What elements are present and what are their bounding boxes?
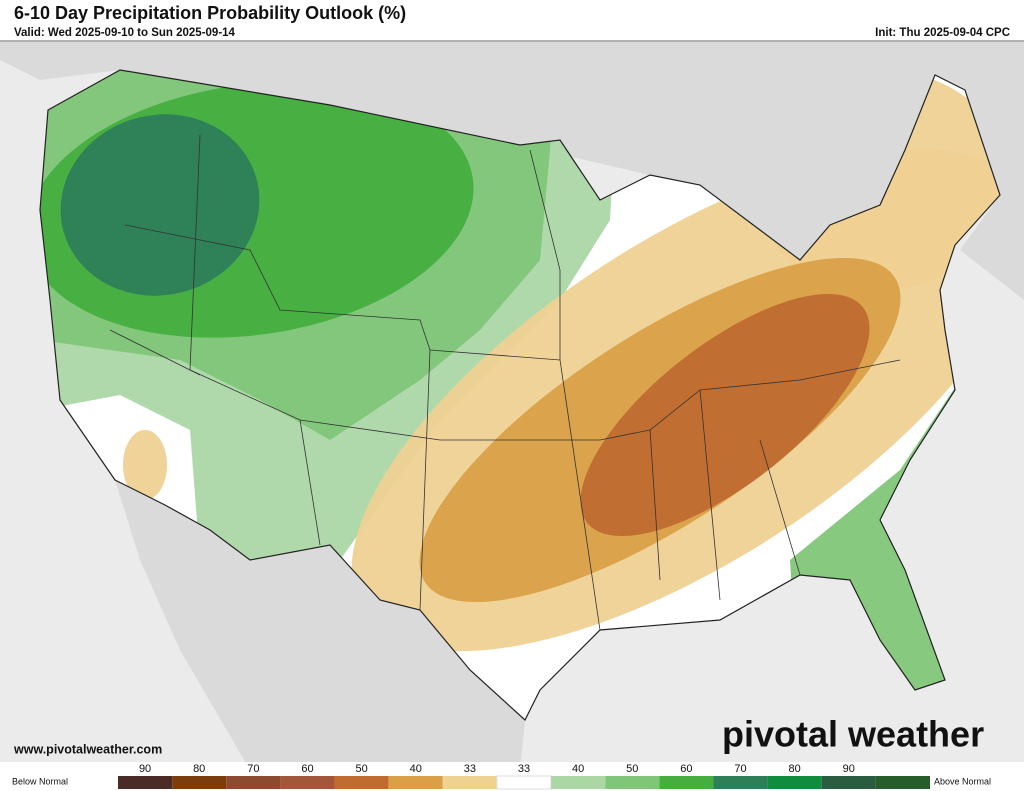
legend-tick: 70 bbox=[247, 763, 259, 775]
legend-tick: 70 bbox=[734, 763, 746, 775]
init: Init: Thu 2025-09-04 CPC bbox=[875, 27, 1010, 39]
legend-swatch bbox=[605, 776, 660, 789]
valid: Valid: Wed 2025-09-10 to Sun 2025-09-14 bbox=[14, 27, 236, 39]
header-bg bbox=[0, 0, 1024, 41]
legend-tick: 33 bbox=[464, 763, 476, 775]
title: 6-10 Day Precipitation Probability Outlo… bbox=[14, 3, 406, 23]
legend-tick: 90 bbox=[139, 763, 151, 775]
legend-swatch bbox=[496, 775, 552, 790]
legend-swatch bbox=[280, 776, 335, 789]
above-label: Above Normal bbox=[934, 776, 991, 786]
zone bbox=[60, 114, 260, 296]
mexico bbox=[115, 480, 525, 770]
logo: pivotal weather bbox=[722, 714, 984, 755]
legend-swatch bbox=[442, 776, 497, 789]
legend-swatch bbox=[659, 776, 714, 789]
legend-swatch bbox=[334, 776, 389, 789]
outlook bbox=[40, 70, 1000, 720]
legend-tick: 40 bbox=[410, 763, 422, 775]
legend-swatch bbox=[388, 776, 443, 789]
below-label: Below Normal bbox=[12, 776, 68, 786]
legend-swatch bbox=[551, 776, 606, 789]
legend-tick: 50 bbox=[626, 763, 638, 775]
legend-tick: 60 bbox=[680, 763, 692, 775]
legend-tick: 80 bbox=[193, 763, 205, 775]
state-lines bbox=[109, 134, 901, 631]
legend-swatch bbox=[118, 776, 173, 789]
legend-swatch bbox=[172, 776, 227, 789]
legend-swatch bbox=[713, 776, 768, 789]
legend-tick: 50 bbox=[355, 763, 367, 775]
legend-swatch bbox=[767, 776, 822, 789]
legend-tick: 90 bbox=[843, 763, 855, 775]
legend-swatch bbox=[821, 776, 876, 789]
legend-swatch bbox=[226, 776, 281, 789]
legend-swatch bbox=[875, 776, 930, 789]
website: www.pivotalweather.com bbox=[13, 742, 162, 756]
legend-tick: 33 bbox=[518, 763, 530, 775]
legend-tick: 80 bbox=[789, 763, 801, 775]
legend-tick: 60 bbox=[301, 763, 313, 775]
legend-tick: 40 bbox=[572, 763, 584, 775]
zone bbox=[123, 430, 167, 500]
